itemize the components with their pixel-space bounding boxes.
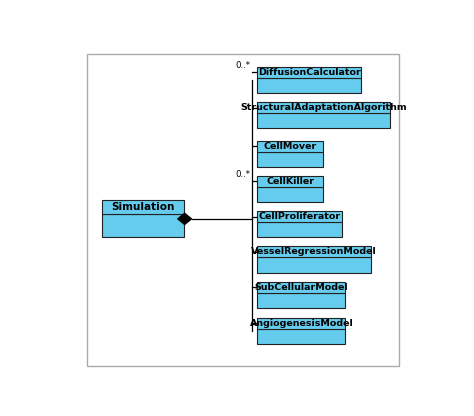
Text: 0..*: 0..* [235,61,250,70]
Text: VesselRegressionModel: VesselRegressionModel [251,247,377,256]
Text: CellKiller: CellKiller [266,177,314,186]
Polygon shape [178,213,191,225]
Bar [257,292,346,308]
Bar [257,78,362,93]
FancyBboxPatch shape [87,54,399,366]
Text: DiffusionCalculator: DiffusionCalculator [258,68,361,77]
Text: Simulation: Simulation [111,203,174,213]
Bar [257,211,342,222]
Bar [257,102,390,113]
Bar [257,67,362,78]
Bar [257,187,323,202]
Text: CellProliferator: CellProliferator [259,212,341,221]
Text: StructuralAdaptationAlgorithm: StructuralAdaptationAlgorithm [240,103,407,112]
Bar [257,151,323,167]
Text: SubCellularModel: SubCellularModel [255,282,348,292]
Bar [257,282,346,292]
Bar [102,201,183,215]
Bar [257,141,323,151]
Bar [257,113,390,129]
Bar [257,222,342,237]
Bar [257,258,371,272]
Bar [102,215,183,237]
Bar [257,246,371,258]
Text: 0..*: 0..* [235,170,250,179]
Text: AngiogenesisModel: AngiogenesisModel [249,319,353,328]
Bar [257,329,346,344]
Bar [257,176,323,187]
Text: CellMover: CellMover [264,141,317,151]
Bar [257,318,346,329]
